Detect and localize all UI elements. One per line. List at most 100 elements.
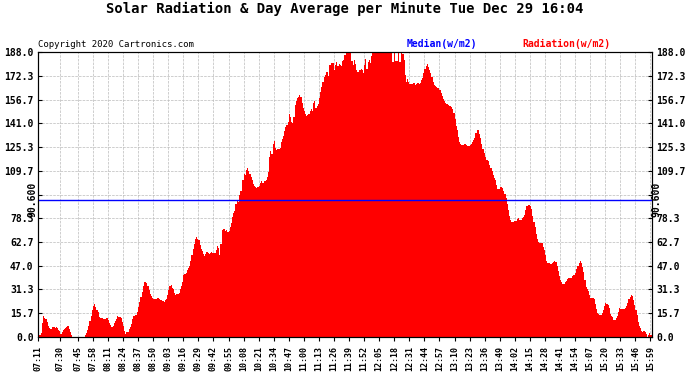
Bar [416,84,417,337]
Bar [85,335,86,337]
Text: 90.600: 90.600 [28,182,38,218]
Bar [198,240,199,337]
Bar [365,60,366,337]
Bar [411,84,412,337]
Bar [526,206,528,337]
Bar [145,282,146,337]
Bar [329,65,331,337]
Bar [241,191,242,337]
Bar [189,266,190,337]
Text: Copyright 2020 Cartronics.com: Copyright 2020 Cartronics.com [39,40,195,50]
Text: 90.600: 90.600 [651,182,662,218]
Bar [521,219,522,337]
Bar [70,332,71,337]
Bar [615,318,617,337]
Bar [394,53,395,337]
Bar [194,243,195,337]
Bar [43,316,44,337]
Bar [341,66,342,337]
Bar [269,157,270,337]
Bar [414,82,415,337]
Bar [135,315,136,337]
Bar [253,184,254,337]
Bar [104,319,106,337]
Bar [567,279,568,337]
Bar [112,326,114,337]
Bar [545,255,546,337]
Bar [430,73,431,337]
Bar [462,145,463,337]
Bar [93,306,94,337]
Bar [354,60,355,337]
Bar [331,63,332,337]
Bar [546,261,547,337]
Bar [441,93,442,337]
Text: Solar Radiation & Day Average per Minute Tue Dec 29 16:04: Solar Radiation & Day Average per Minute… [106,2,584,16]
Bar [482,149,484,337]
Bar [314,101,315,337]
Bar [190,261,191,337]
Bar [646,334,647,337]
Bar [635,309,637,337]
Bar [55,328,56,337]
Bar [46,322,48,337]
Bar [202,251,203,337]
Bar [561,282,562,337]
Bar [479,134,480,337]
Bar [347,52,348,337]
Bar [41,333,42,337]
Bar [195,239,196,337]
Bar [204,256,206,337]
Bar [126,332,128,337]
Bar [206,252,208,337]
Bar [578,266,579,337]
Bar [313,103,314,337]
Bar [266,180,267,337]
Bar [249,174,250,337]
Bar [465,144,466,337]
Bar [250,177,252,337]
Bar [632,296,633,337]
Bar [473,140,474,337]
Bar [395,61,397,337]
Bar [65,328,66,337]
Bar [428,66,429,337]
Bar [377,52,378,337]
Bar [158,298,159,337]
Bar [140,297,141,337]
Bar [288,122,289,337]
Bar [264,181,266,337]
Bar [333,63,334,337]
Bar [358,72,359,337]
Bar [271,154,273,337]
Bar [589,295,590,337]
Bar [532,216,533,337]
Bar [370,63,371,337]
Bar [617,316,618,337]
Bar [291,122,293,337]
Bar [528,205,529,337]
Bar [443,99,444,337]
Bar [493,175,494,337]
Bar [531,209,532,337]
Bar [426,64,428,337]
Bar [551,264,552,337]
Bar [612,318,613,337]
Bar [391,52,392,337]
Bar [597,313,598,337]
Bar [170,285,172,337]
Bar [181,285,182,337]
Bar [460,144,462,337]
Bar [442,96,443,337]
Bar [471,144,472,337]
Bar [262,183,264,337]
Bar [574,275,575,337]
Bar [440,90,441,337]
Bar [624,309,625,337]
Bar [404,60,405,337]
Bar [557,266,558,337]
Bar [475,134,477,337]
Bar [373,52,375,337]
Bar [289,114,290,337]
Bar [488,162,489,337]
